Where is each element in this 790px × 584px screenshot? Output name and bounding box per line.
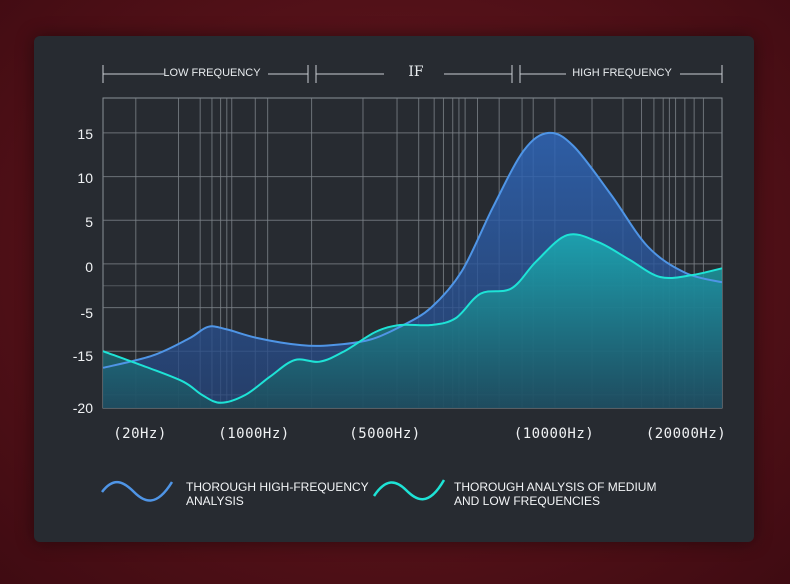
series-line (102, 131, 723, 369)
series-line (102, 233, 723, 404)
y-tick-label: -20 (72, 400, 93, 416)
y-tick-label: 0 (85, 259, 93, 275)
x-tick-label: (5000Hz) (349, 426, 421, 442)
wave-icon (372, 479, 446, 501)
y-tick-label: 15 (77, 126, 93, 142)
legend-label: ANALYSIS (186, 494, 244, 508)
chart-panel: LOW FREQUENCY IF HIGH FREQUENCY 15 10 5 … (34, 36, 754, 542)
band-label-if: IF (408, 64, 424, 80)
wave-icon (101, 481, 174, 502)
frequency-response-chart (102, 65, 723, 409)
y-tick-label: -15 (72, 348, 93, 364)
legend-label: THOROUGH HIGH-FREQUENCY (186, 480, 369, 494)
legend-label: THOROUGH ANALYSIS OF MEDIUM (454, 480, 657, 494)
x-tick-label: (20000Hz) (645, 426, 727, 442)
x-tick-label: (1000Hz) (218, 426, 290, 442)
series-area (103, 234, 722, 408)
y-tick-label: -5 (80, 305, 93, 321)
band-label-high: HIGH FREQUENCY (572, 67, 672, 79)
band-label-low: LOW FREQUENCY (163, 67, 261, 79)
y-tick-label: 10 (77, 170, 93, 186)
legend-label: AND LOW FREQUENCIES (454, 494, 601, 508)
x-tick-label: (10000Hz) (513, 426, 595, 442)
y-tick-label: 5 (85, 214, 93, 230)
x-tick-label: (20Hz) (113, 426, 167, 442)
